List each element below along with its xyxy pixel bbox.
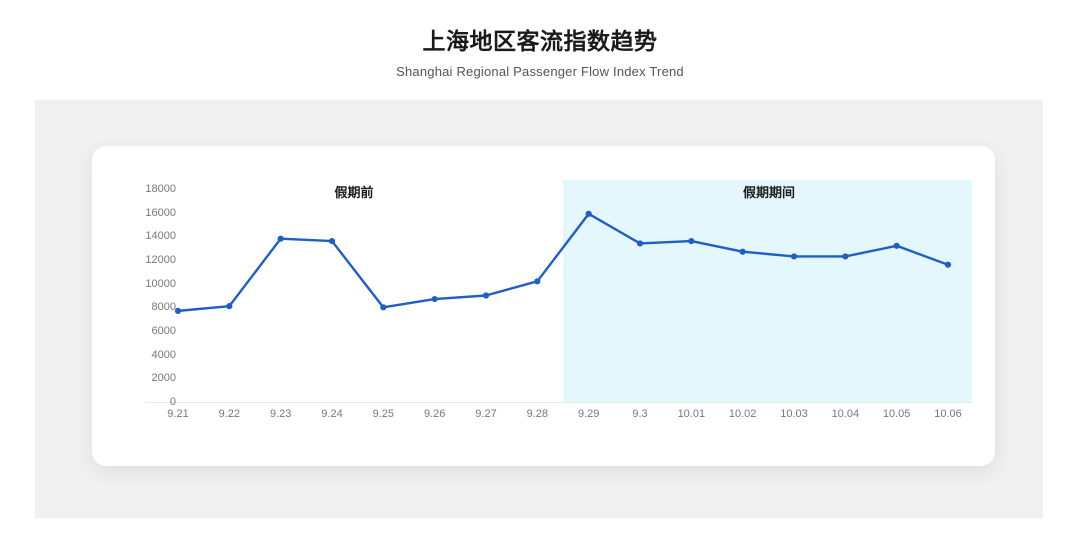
- chart-card: 18000 16000 14000 12000 10000 8000 6000 4000 200…: [92, 146, 995, 466]
- data-point-marker[interactable]: [842, 253, 849, 260]
- x-tick-label: 10.02: [728, 408, 757, 420]
- holiday-highlight-band: [563, 180, 972, 402]
- x-tick-label: 10.01: [677, 408, 706, 420]
- x-tick-label: 9.22: [218, 408, 241, 420]
- passenger-flow-line-series: [174, 210, 952, 314]
- data-point-marker[interactable]: [636, 240, 644, 247]
- x-tick-label: 9.25: [372, 408, 395, 420]
- x-tick-label: 10.03: [780, 408, 808, 420]
- data-point-marker[interactable]: [174, 307, 182, 314]
- x-tick-label: 10.05: [882, 408, 911, 420]
- y-tick-label: 0: [169, 396, 176, 408]
- data-point-marker[interactable]: [482, 292, 490, 299]
- y-tick-label: 2000: [151, 372, 176, 385]
- x-axis-line: [145, 402, 972, 403]
- page-header: 上海地区客流指数趋势 Shanghai Regional Passenger F…: [0, 0, 1080, 79]
- page-title: 上海地区客流指数趋势: [422, 28, 658, 54]
- x-tick-label: 9.3: [632, 408, 648, 420]
- y-tick-label: 12000: [145, 254, 176, 266]
- y-tick-label: 8000: [151, 301, 176, 314]
- y-tick-label: 16000: [145, 206, 176, 219]
- x-tick-label: 9.26: [423, 408, 446, 420]
- y-tick-label: 4000: [151, 348, 176, 361]
- data-point-marker[interactable]: [790, 253, 798, 260]
- x-tick-label: 9.21: [167, 408, 189, 420]
- data-point-marker[interactable]: [893, 242, 900, 249]
- data-point-marker[interactable]: [944, 261, 952, 268]
- y-tick-label: 6000: [151, 325, 176, 337]
- line-chart-plot: 18000 16000 14000 12000 10000 8000 6000 4000 200…: [92, 146, 995, 466]
- data-point-marker[interactable]: [328, 237, 336, 245]
- y-tick-label: 14000: [145, 230, 176, 243]
- data-point-marker[interactable]: [380, 304, 387, 311]
- x-tick-label: 9.24: [321, 408, 343, 420]
- data-point-marker[interactable]: [226, 303, 233, 310]
- data-point-marker[interactable]: [585, 210, 592, 217]
- x-tick-label: 9.23: [269, 408, 292, 420]
- y-tick-label: 10000: [145, 277, 176, 290]
- page-subtitle: Shanghai Regional Passenger Flow Index T…: [396, 63, 684, 79]
- data-point-marker[interactable]: [431, 295, 438, 303]
- annotation-during-holiday: 假期期间: [742, 185, 796, 200]
- data-point-marker[interactable]: [688, 237, 695, 245]
- x-tick-label: 9.27: [475, 408, 497, 420]
- data-point-marker[interactable]: [277, 235, 284, 242]
- series-line: [176, 212, 950, 313]
- y-tick-label: 18000: [145, 183, 176, 195]
- annotation-before-holiday: 假期前: [334, 185, 374, 200]
- x-tick-label: 9.28: [526, 408, 549, 420]
- x-tick-label: 10.04: [831, 408, 860, 420]
- x-tick-label: 10.06: [934, 408, 962, 420]
- data-point-marker[interactable]: [534, 278, 541, 285]
- x-tick-label: 9.29: [577, 408, 600, 420]
- data-point-marker[interactable]: [739, 248, 746, 255]
